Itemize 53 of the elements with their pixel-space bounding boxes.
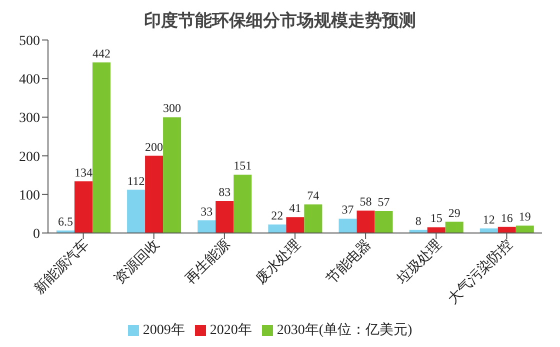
y-tick-label: 200 [19,150,40,165]
data-label: 19 [518,210,531,224]
bar [374,211,393,233]
data-label: 442 [92,46,110,60]
y-tick-label: 100 [19,188,40,204]
data-label: 151 [234,158,252,173]
legend-label: 2009年 [142,323,185,338]
y-tick-label: 400 [19,72,40,88]
data-label: 112 [127,174,145,188]
data-label: 41 [289,201,302,216]
data-label: 15 [430,211,442,226]
bar [145,156,164,233]
data-label: 16 [500,210,513,225]
data-label: 33 [200,204,213,218]
bar [516,226,534,233]
data-label: 83 [218,184,231,199]
data-label: 29 [448,206,460,220]
x-tick-label: 垃圾处理 [393,236,445,288]
data-label: 134 [74,165,92,180]
data-label: 22 [271,208,284,223]
x-tick-label: 大气污染防控 [444,236,516,308]
data-label: 58 [360,194,372,209]
bar [268,224,286,233]
legend-label: 2030年(单位：亿美元) [276,323,412,338]
bar [198,220,216,233]
data-label: 8 [415,214,422,228]
legend-label: 2020年 [210,323,252,338]
data-label: 6.5 [58,214,73,228]
bar [356,210,375,233]
bar [304,204,322,233]
bar [163,117,182,233]
bar [127,190,146,233]
bar [92,62,110,233]
bar [74,181,92,233]
data-label: 74 [307,188,320,202]
data-label: 37 [342,202,354,217]
data-label: 300 [163,101,182,116]
bar [286,217,304,233]
data-label: 57 [378,195,390,209]
bar [427,227,446,233]
bar [445,222,464,233]
chart-title: 印度节能环保细分市场规模走势预测 [143,10,417,33]
x-tick-label: 废水处理 [252,236,304,288]
y-tick-label: 500 [19,34,40,49]
data-label: 200 [145,140,164,154]
y-tick-label: 300 [19,111,40,126]
bar [234,174,252,233]
data-label: 12 [482,212,495,226]
x-tick-label: 再生能源 [182,236,234,288]
bar [338,218,357,233]
bar [216,200,234,233]
x-tick-label: 资源回收 [112,236,163,288]
x-tick-label: 节能电器 [323,236,374,288]
